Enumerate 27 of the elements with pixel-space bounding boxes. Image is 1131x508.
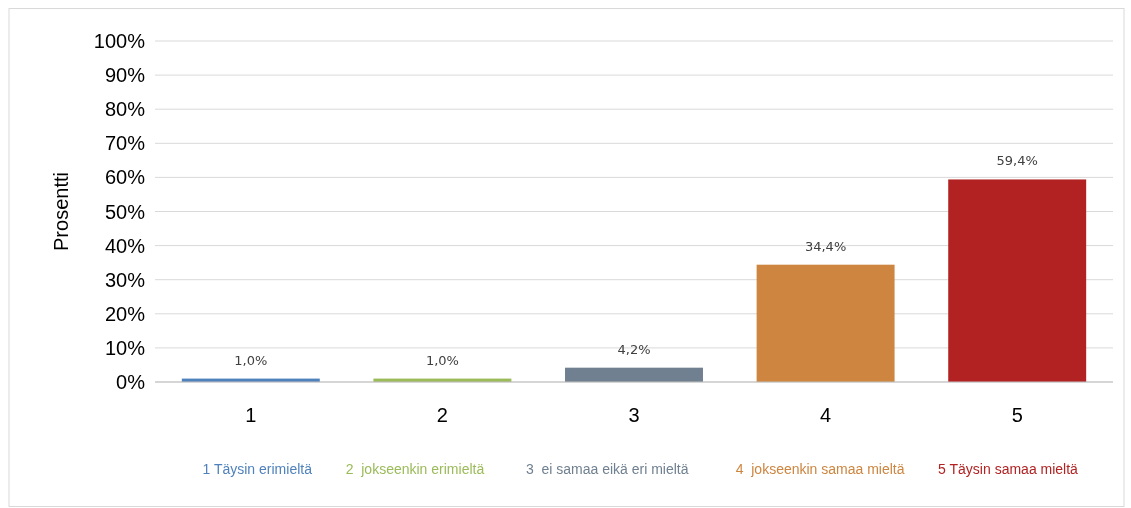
data-label: 4,2% xyxy=(617,341,651,357)
data-label: 1,0% xyxy=(425,352,459,368)
data-label: 34,4% xyxy=(804,238,847,254)
data-label: 1,0% xyxy=(234,352,268,368)
y-tick-label: 60% xyxy=(104,166,146,189)
y-tick-label: 40% xyxy=(104,234,146,257)
y-tick-label: 50% xyxy=(104,200,146,223)
y-tick-label: 20% xyxy=(104,302,146,325)
x-tick-label: 2 xyxy=(436,404,448,426)
y-axis-title: Prosentti xyxy=(50,172,72,251)
y-tick-label: 10% xyxy=(104,336,146,359)
x-tick-label: 5 xyxy=(1011,404,1023,426)
y-tick-label: 100% xyxy=(93,30,146,52)
x-tick-label: 1 xyxy=(245,404,257,426)
y-tick-label: 70% xyxy=(104,132,146,155)
x-tick-label: 4 xyxy=(820,404,832,426)
text: 4 jokseenkin samaa mieltä xyxy=(735,461,905,477)
text: 1 Täysin erimieltä xyxy=(202,461,313,477)
text: 5 Täysin samaa mieltä xyxy=(938,461,1079,477)
x-tick-label: 3 xyxy=(628,404,640,426)
y-tick-label: 0% xyxy=(116,371,146,393)
y-tick-label: 30% xyxy=(104,268,146,291)
text: 3 ei samaa eikä eri mieltä xyxy=(525,461,689,477)
data-label: 59,4% xyxy=(996,153,1038,169)
y-tick-label: 90% xyxy=(104,64,146,87)
text: 2 jokseenkin erimieltä xyxy=(345,461,485,477)
y-tick-label: 80% xyxy=(104,98,146,121)
